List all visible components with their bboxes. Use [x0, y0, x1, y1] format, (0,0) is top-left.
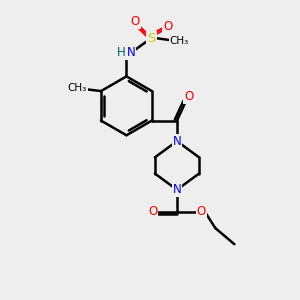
- Text: O: O: [148, 205, 157, 218]
- Text: H: H: [117, 46, 125, 59]
- Text: N: N: [127, 46, 135, 59]
- Text: O: O: [163, 20, 172, 33]
- Text: N: N: [172, 135, 181, 148]
- Text: O: O: [184, 91, 194, 103]
- Text: N: N: [172, 183, 181, 196]
- Text: CH₃: CH₃: [68, 83, 87, 93]
- Text: O: O: [197, 205, 206, 218]
- Text: S: S: [147, 32, 156, 45]
- Text: O: O: [131, 15, 140, 28]
- Text: CH₃: CH₃: [170, 36, 189, 46]
